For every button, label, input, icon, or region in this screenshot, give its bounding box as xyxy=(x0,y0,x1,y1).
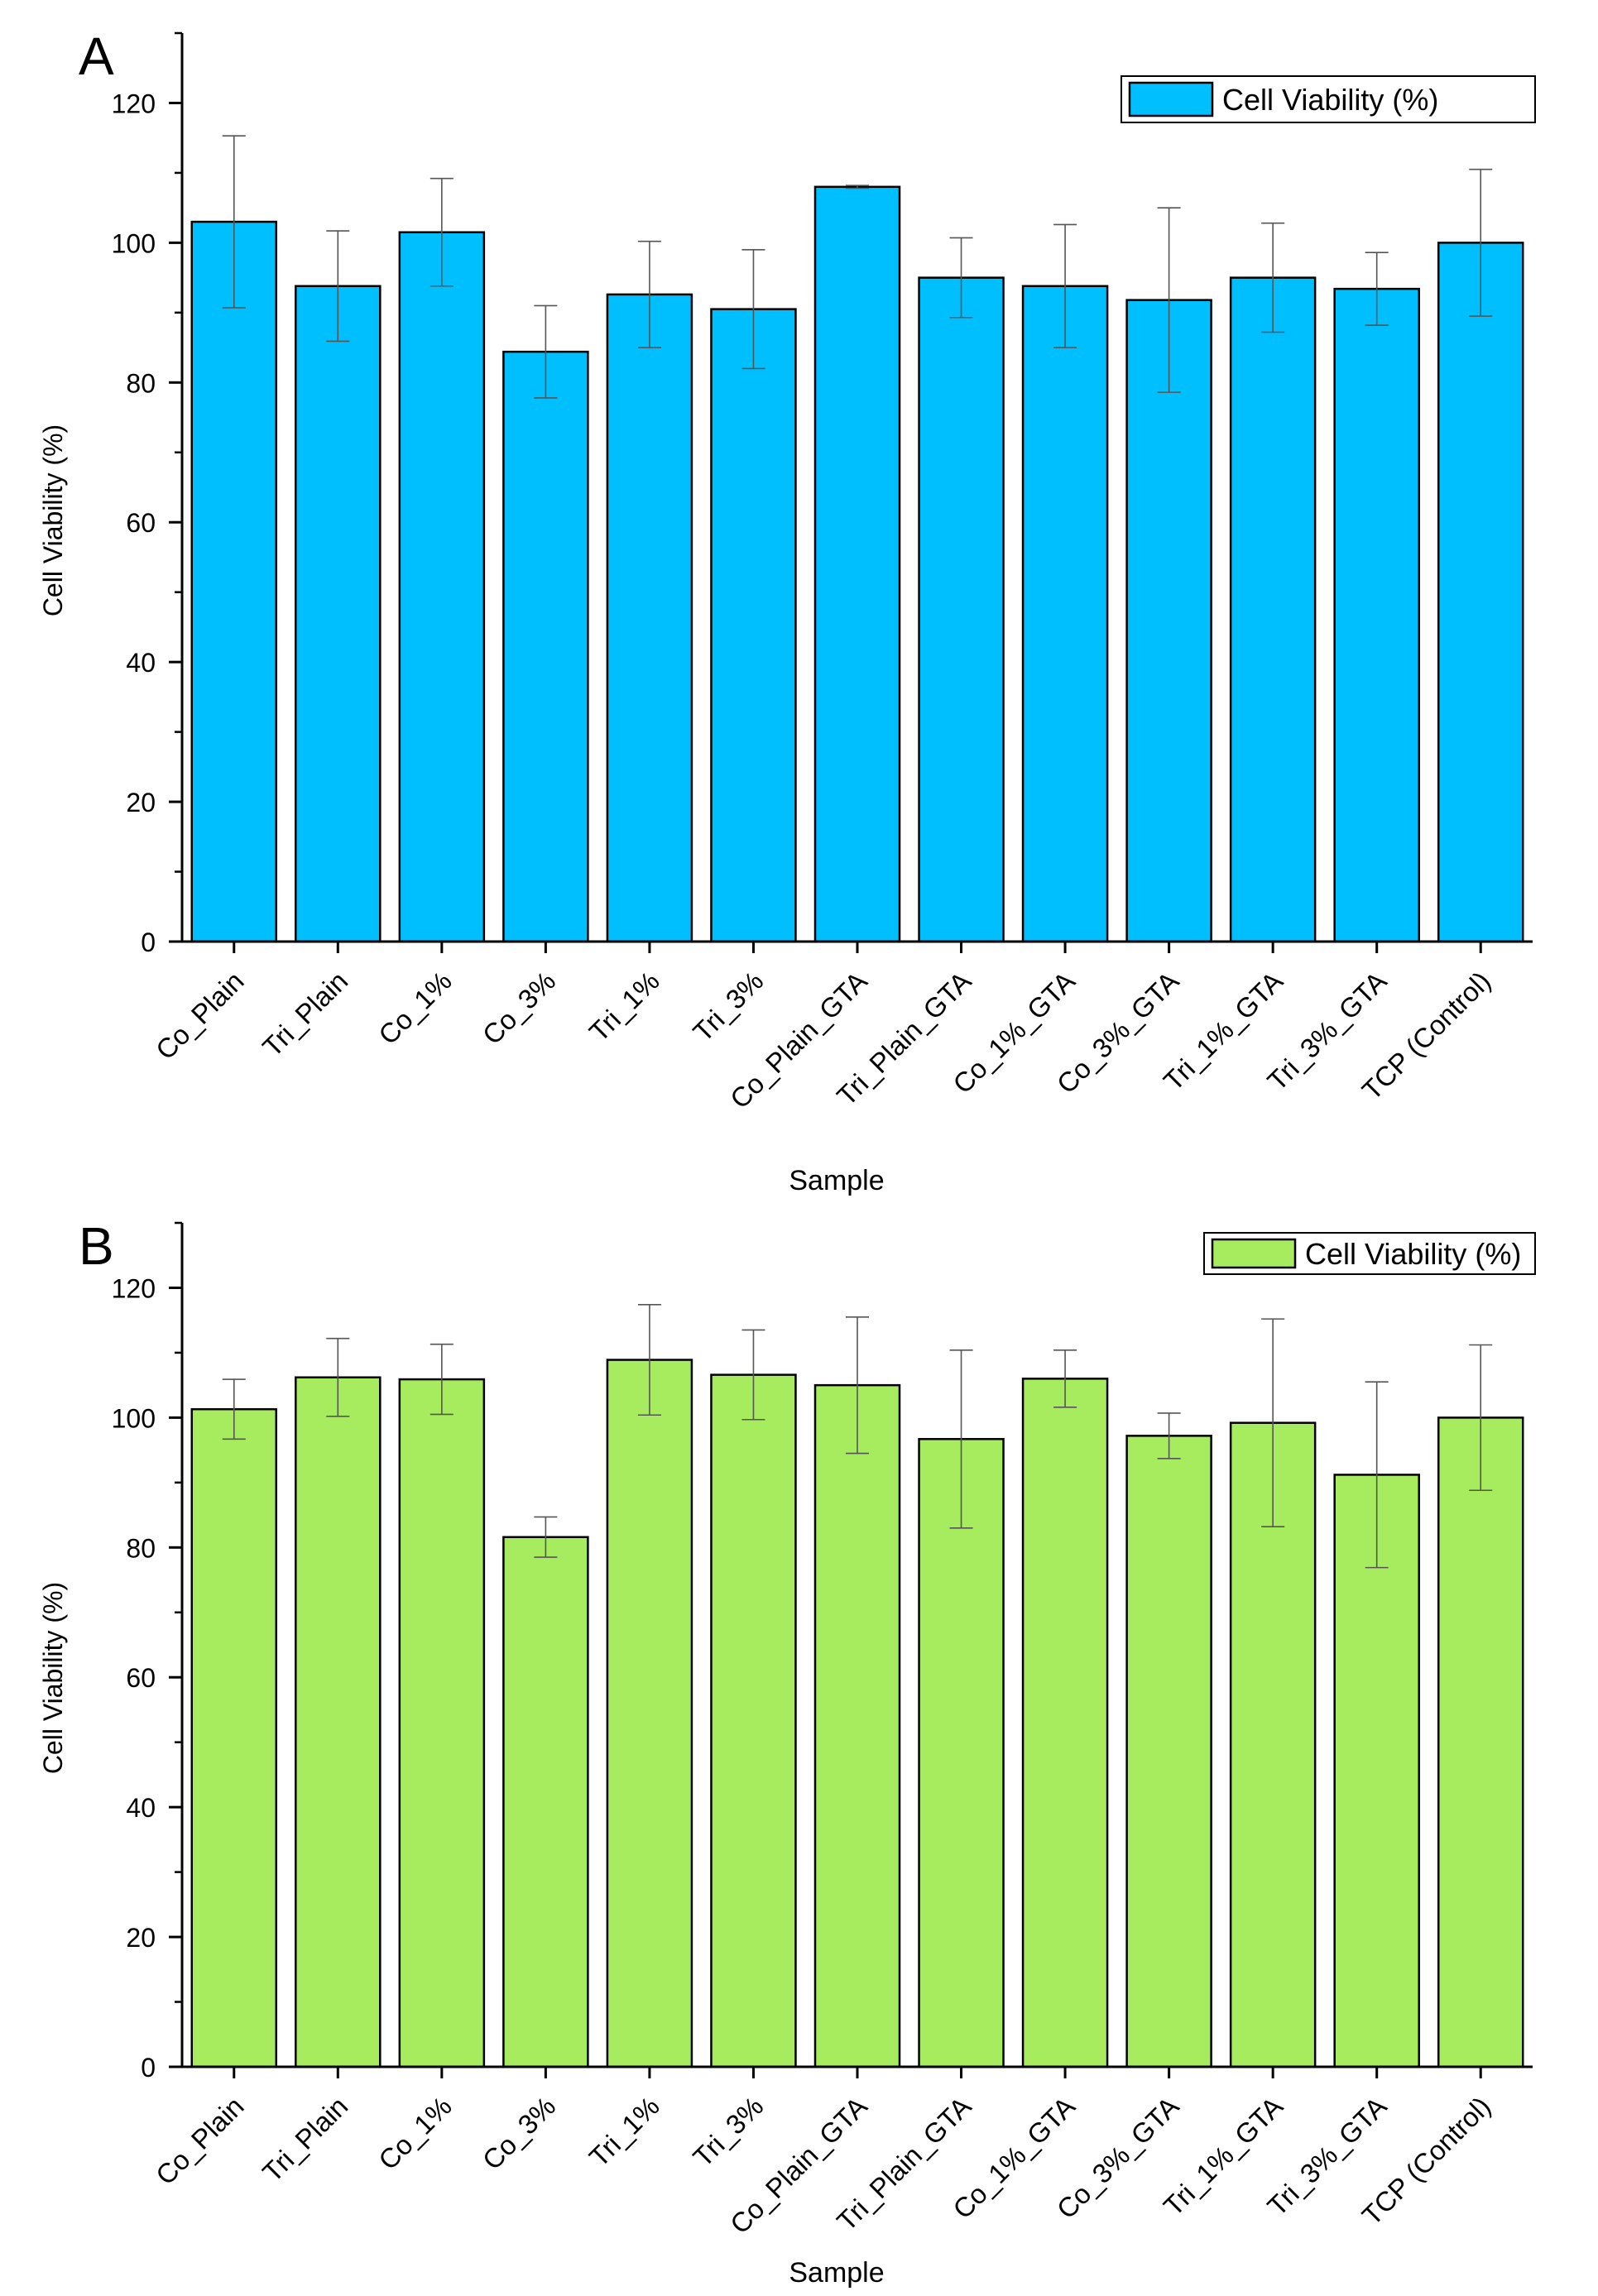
bar xyxy=(1437,242,1524,943)
x-tick-label: Tri_Plain xyxy=(257,2091,353,2188)
x-tick-label: Co_Plain xyxy=(150,2091,250,2191)
y-tick-label: 100 xyxy=(112,228,156,258)
x-tick-label: Co_Plain xyxy=(150,966,250,1066)
x-tick-label: Tri_1% xyxy=(583,2091,665,2173)
bar xyxy=(295,1376,382,2068)
bar xyxy=(918,1438,1005,2068)
y-tick-label: 80 xyxy=(126,1533,156,1563)
y-axis-title: Cell Viability (%) xyxy=(38,1582,68,1774)
x-tick-label: Co_1% xyxy=(372,2091,458,2176)
y-tick-label: 60 xyxy=(126,508,156,538)
panel-label: A xyxy=(79,26,114,86)
y-tick-label: 0 xyxy=(141,928,156,957)
y-tick-label: 40 xyxy=(126,648,156,678)
legend-label: Cell Viability (%) xyxy=(1305,1237,1521,1271)
y-tick-label: 60 xyxy=(126,1663,156,1693)
legend-swatch xyxy=(1128,81,1214,117)
y-tick-label: 20 xyxy=(126,788,156,817)
bar xyxy=(502,350,589,943)
x-tick-label: Co_3% xyxy=(477,2091,562,2176)
y-tick-label: 80 xyxy=(126,368,156,398)
y-axis-title: Cell Viability (%) xyxy=(38,424,68,616)
bar xyxy=(813,185,901,943)
legend-swatch xyxy=(1211,1238,1297,1269)
y-tick-label: 20 xyxy=(126,1923,156,1953)
bar xyxy=(1229,1421,1317,2068)
bar xyxy=(1125,299,1212,943)
x-axis-title: Sample xyxy=(789,1165,884,1196)
panel-label: B xyxy=(79,1216,114,1276)
bar xyxy=(190,1407,278,2068)
bar xyxy=(295,285,382,943)
bar xyxy=(710,308,797,943)
bar xyxy=(190,220,278,943)
bar xyxy=(1021,1378,1109,2068)
x-tick-label: Tri_Plain xyxy=(257,966,353,1062)
bar xyxy=(1333,1474,1420,2068)
bar xyxy=(1125,1435,1212,2068)
bar xyxy=(1021,285,1109,943)
y-tick-label: 0 xyxy=(141,2053,156,2083)
x-tick-label: Tri_3% xyxy=(687,2091,769,2173)
y-tick-label: 40 xyxy=(126,1793,156,1823)
bar xyxy=(813,1383,901,2068)
bar xyxy=(398,1378,486,2068)
y-tick-label: 120 xyxy=(112,89,156,118)
bar xyxy=(710,1373,797,2068)
chart-panel-a: A 0 20 40 60 80 100 120 Co_Plain Tri_Plain Co_1% Co… xyxy=(38,26,1536,1196)
bar xyxy=(398,231,486,943)
legend-label: Cell Viability (%) xyxy=(1222,83,1438,117)
bar xyxy=(918,276,1005,943)
x-axis-title: Sample xyxy=(789,2257,884,2289)
y-tick-label: 120 xyxy=(112,1273,156,1303)
bar xyxy=(606,293,693,943)
chart-panel-b: B 0 20 40 60 80 100 120 Co_Plain Tri_Plain Co_1% Co… xyxy=(38,1216,1536,2289)
x-tick-label: Tri_1% xyxy=(583,966,665,1047)
bar xyxy=(1229,276,1317,943)
x-tick-label: Tri_3% xyxy=(687,966,769,1047)
bar xyxy=(1437,1416,1524,2068)
x-tick-label: Co_3% xyxy=(477,966,562,1051)
bar xyxy=(502,1536,589,2068)
x-tick-label: Co_1% xyxy=(372,966,458,1051)
bar xyxy=(606,1359,693,2068)
bar xyxy=(1333,287,1420,943)
y-tick-label: 100 xyxy=(112,1403,156,1433)
